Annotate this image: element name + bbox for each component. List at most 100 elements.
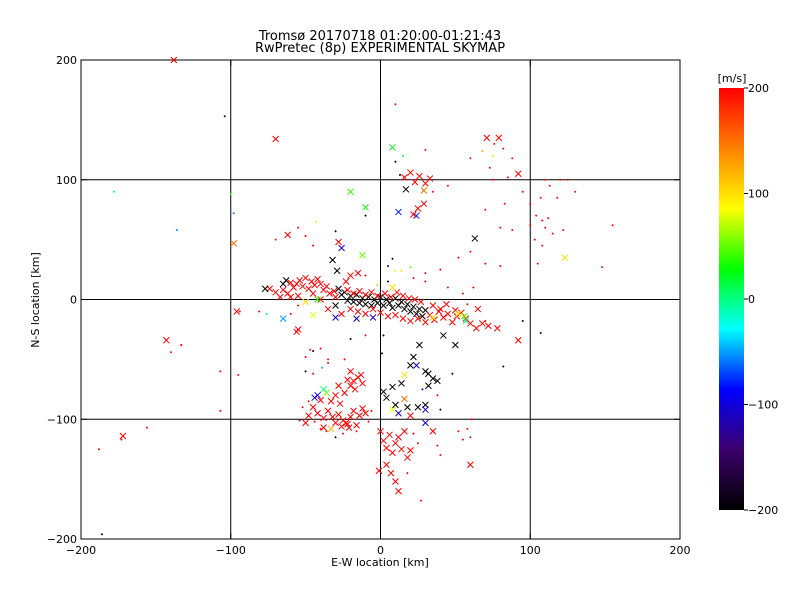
data-point-cross [380,302,387,309]
data-point-cross [452,341,459,349]
data-point-cross [369,305,377,313]
data-point-cross [377,427,384,435]
data-point-cross [407,317,414,325]
data-point-dot [491,178,494,181]
data-point-dot [304,235,307,238]
data-point-cross [380,437,387,445]
data-point-cross [170,56,178,64]
data-point-cross [401,395,408,403]
data-point-dot [400,269,403,272]
data-point-dot [169,351,172,354]
data-point-cross [362,300,369,308]
data-point-dot [484,320,487,323]
data-point-cross [389,144,396,151]
data-point-cross [398,298,405,306]
data-point-cross [401,371,408,379]
data-point-cross [401,427,408,435]
data-point-cross [389,284,396,291]
data-point-cross [419,312,426,320]
data-point-dot [556,196,559,199]
data-point-dot [566,178,569,181]
data-point-cross [335,411,342,418]
data-point-cross [389,304,396,312]
data-point-cross [287,279,295,287]
data-point-cross [350,407,357,415]
data-point-dot [289,312,292,315]
data-point-cross [279,286,287,294]
data-point-cross [493,324,501,332]
data-point-cross [296,276,303,284]
colorbar: [m/s] −200 −100 0 100 200 [718,72,779,517]
data-point-cross [395,433,402,441]
data-point-cross [411,178,419,186]
data-point-dot [312,372,315,375]
y-tick-label: −200 [47,533,77,546]
data-point-dot [315,220,318,223]
data-point-dot [301,406,304,409]
data-point-dot [499,264,502,267]
data-point-cross [440,332,447,339]
chart-subtitle: RwPretec (8p) EXPERIMENTAL SKYMAP [255,41,505,56]
data-point-cross [341,389,348,397]
data-point-cross [345,424,353,431]
data-point-cross [230,239,238,247]
data-point-dot [307,400,310,403]
data-point-cross [386,431,393,439]
data-point-dot [499,226,502,229]
data-point-cross [320,385,327,393]
data-point-cross [333,267,341,275]
data-point-cross [344,376,351,384]
data-point-cross [261,285,269,293]
data-point-dot [386,264,389,267]
data-point-cross [338,310,345,318]
colorbar-tick-label: 200 [748,82,769,95]
x-axis-label: E-W location [km] [331,556,429,569]
data-point-cross [314,296,321,303]
data-point-cross [437,305,444,313]
data-point-cross [514,170,522,178]
data-point-cross [417,298,425,306]
data-point-cross [404,454,411,461]
data-point-cross [329,256,336,264]
colorbar-label: [m/s] [718,72,747,85]
data-point-cross [362,409,369,417]
data-point-dot [376,284,379,287]
data-point-dot [349,338,352,341]
data-point-cross [399,315,407,323]
data-point-dot [386,280,389,283]
data-point-cross [336,400,344,408]
data-point-cross [294,326,302,333]
data-point-cross [392,478,399,485]
data-point-cross [356,412,363,420]
data-point-cross [309,403,317,411]
data-point-cross [410,353,417,361]
data-point-dot [219,409,222,412]
data-point-dot [319,427,322,430]
data-point-dot [431,190,434,193]
data-point-dot [370,409,373,412]
data-point-cross [398,379,405,387]
data-point-cross [314,275,321,283]
data-point-cross [426,175,434,182]
data-point-cross [429,427,437,435]
data-point-dot [488,166,491,169]
data-point-cross [368,288,375,296]
data-point-dot [544,178,547,181]
data-point-cross [462,317,470,325]
data-point-dot [232,212,235,215]
data-point-dot [562,229,565,232]
data-point-dot [529,202,532,205]
y-tick-label: 100 [56,174,77,187]
data-point-cross [461,312,468,320]
data-point-cross [410,303,417,311]
colorbar-tick-label: −200 [748,504,778,517]
data-point-dot [466,427,469,430]
colorbar-ticks: −200 −100 0 100 200 [744,82,778,517]
data-point-cross [414,315,422,323]
data-point-cross [324,407,332,415]
data-point-cross [422,419,429,427]
y-axis-label: N-S location [km] [29,252,42,348]
data-point-cross [484,322,492,330]
data-point-cross [471,235,479,242]
data-point-cross [282,276,290,284]
